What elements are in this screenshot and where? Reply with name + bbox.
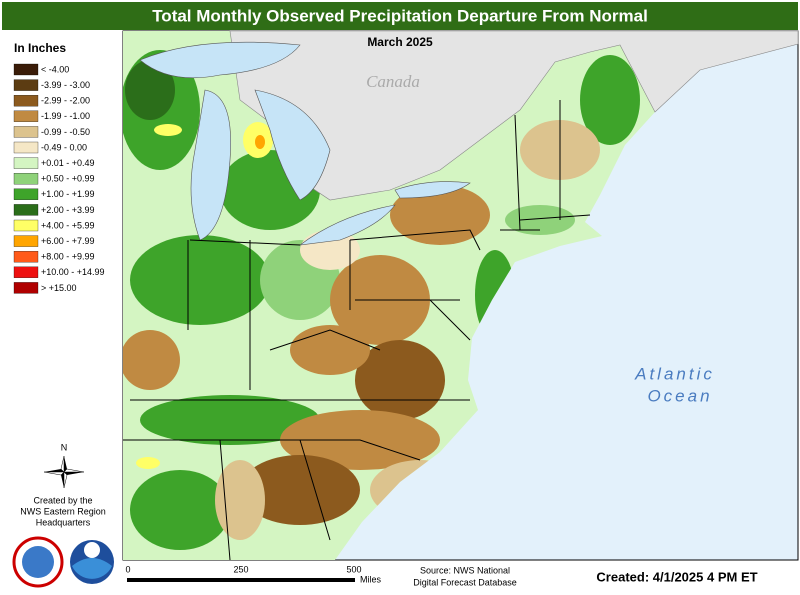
legend-label: +2.00 - +3.99 (41, 205, 95, 215)
great-lakes (139, 41, 471, 246)
title: Total Monthly Observed Precipitation Dep… (152, 6, 648, 25)
ocean-label: Atlantic (634, 364, 715, 383)
source-line: Digital Forecast Database (413, 577, 517, 587)
legend-label: +4.00 - +5.99 (41, 220, 95, 230)
legend-swatch (13, 266, 39, 278)
legend-label: > +15.00 (41, 283, 77, 293)
legend: < -4.00 -3.99 - -3.00 -2.99 - -2.00 -1.99 -… (13, 63, 105, 294)
state-borders (123, 100, 591, 561)
created-date: Created: 4/1/2025 4 PM ET (596, 569, 757, 584)
precip-area (240, 455, 360, 525)
credit-line: Headquarters (36, 517, 91, 527)
noaa-logo (70, 540, 114, 584)
legend-swatch (13, 204, 39, 216)
precip-area (215, 460, 265, 540)
precip-area (505, 205, 575, 235)
ocean-label: Ocean (647, 386, 712, 405)
legend-swatch (13, 282, 39, 294)
legend-label: -1.99 - -1.00 (41, 111, 90, 121)
legend-swatch (13, 251, 39, 263)
legend-swatch (13, 110, 39, 122)
precip-area (290, 325, 370, 375)
legend-swatch (13, 173, 39, 185)
legend-swatch (13, 188, 39, 200)
precip-area (580, 55, 640, 145)
precip-area (125, 60, 175, 120)
precip-area (255, 135, 265, 149)
legend-swatch (13, 95, 39, 107)
compass (43, 455, 85, 489)
legend-swatch (13, 79, 39, 91)
compass-label: N (61, 442, 68, 452)
legend-label: +0.50 - +0.99 (41, 174, 95, 184)
legend-swatch (13, 157, 39, 169)
legend-label: +8.00 - +9.99 (41, 252, 95, 262)
legend-label: -0.99 - -0.50 (41, 127, 90, 137)
nws-logo (12, 536, 64, 588)
header-bar (2, 2, 798, 30)
credit-line: Created by the (33, 495, 92, 505)
legend-swatch (13, 63, 39, 76)
precip-area (130, 470, 230, 550)
legend-label: +0.01 - +0.49 (41, 158, 95, 168)
legend-label: -2.99 - -2.00 (41, 96, 90, 106)
legend-swatch (13, 126, 39, 138)
legend-label: +6.00 - +7.99 (41, 236, 95, 246)
precip-area (123, 330, 180, 390)
precip-area (140, 395, 320, 445)
scale-label: 250 (233, 564, 248, 574)
legend-label: -0.49 - 0.00 (41, 142, 87, 152)
legend-swatch (13, 235, 39, 247)
precip-area (136, 457, 160, 469)
legend-swatch (13, 219, 39, 232)
legend-label: -3.99 - -3.00 (41, 80, 90, 90)
subtitle: March 2025 (367, 35, 433, 49)
legend-swatch (13, 141, 39, 154)
scale-label: 500 (346, 564, 361, 574)
legend-label: +1.00 - +1.99 (41, 189, 95, 199)
scale-label: 0 (125, 564, 130, 574)
scale-bar (127, 578, 355, 582)
precip-area (130, 235, 270, 325)
precip-area (154, 124, 182, 136)
legend-label: +10.00 - +14.99 (41, 267, 105, 277)
scale-unit: Miles (360, 574, 382, 584)
country-label: Canada (366, 72, 420, 91)
source-line: Source: NWS National (420, 565, 510, 575)
legend-label: < -4.00 (41, 64, 69, 74)
legend-title: In Inches (14, 41, 66, 55)
credit-line: NWS Eastern Region (20, 506, 106, 516)
